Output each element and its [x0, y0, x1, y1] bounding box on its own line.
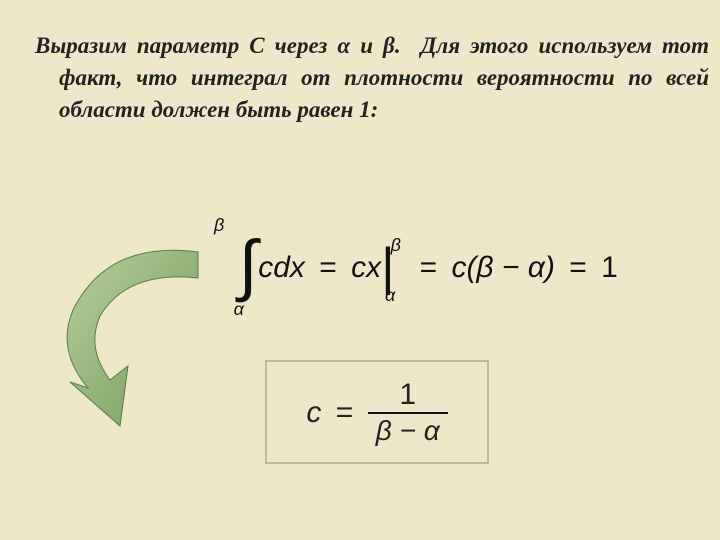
equals-2: =: [414, 251, 444, 284]
equals-1: =: [313, 251, 343, 284]
evaluated-expression: c(β − α): [451, 251, 554, 284]
eval-upper: β: [391, 235, 401, 255]
fraction-numerator: 1: [368, 378, 448, 412]
variable-C: С: [249, 33, 264, 58]
result-formula-box: c = 1 β − α: [265, 360, 489, 464]
text-mid1: через: [265, 33, 338, 58]
integral-lower-limit: α: [234, 299, 244, 319]
equals-3: =: [563, 251, 593, 284]
formula-fraction: 1 β − α: [368, 378, 448, 448]
fraction-denominator: β − α: [368, 412, 448, 448]
eval-lower: α: [385, 285, 395, 305]
formula-equals: =: [326, 396, 364, 429]
antiderivative: cx: [351, 251, 381, 284]
integral-upper-limit: β: [214, 215, 224, 235]
integral-sign: ∫: [239, 226, 258, 304]
integral-equation: β ∫ α cdx = cx|βα = c(β − α) = 1: [220, 230, 618, 308]
variable-beta: β: [383, 33, 395, 58]
intro-paragraph: Выразим параметр С через α и β. Для этог…: [35, 30, 709, 127]
equation-result: 1: [601, 251, 618, 284]
formula-lhs: c: [306, 396, 321, 429]
text-and: и: [350, 33, 383, 58]
integrand: cdx: [258, 251, 305, 284]
variable-alpha: α: [337, 33, 350, 58]
curved-arrow-icon: [48, 240, 218, 430]
text-pre: Выразим параметр: [35, 33, 249, 58]
